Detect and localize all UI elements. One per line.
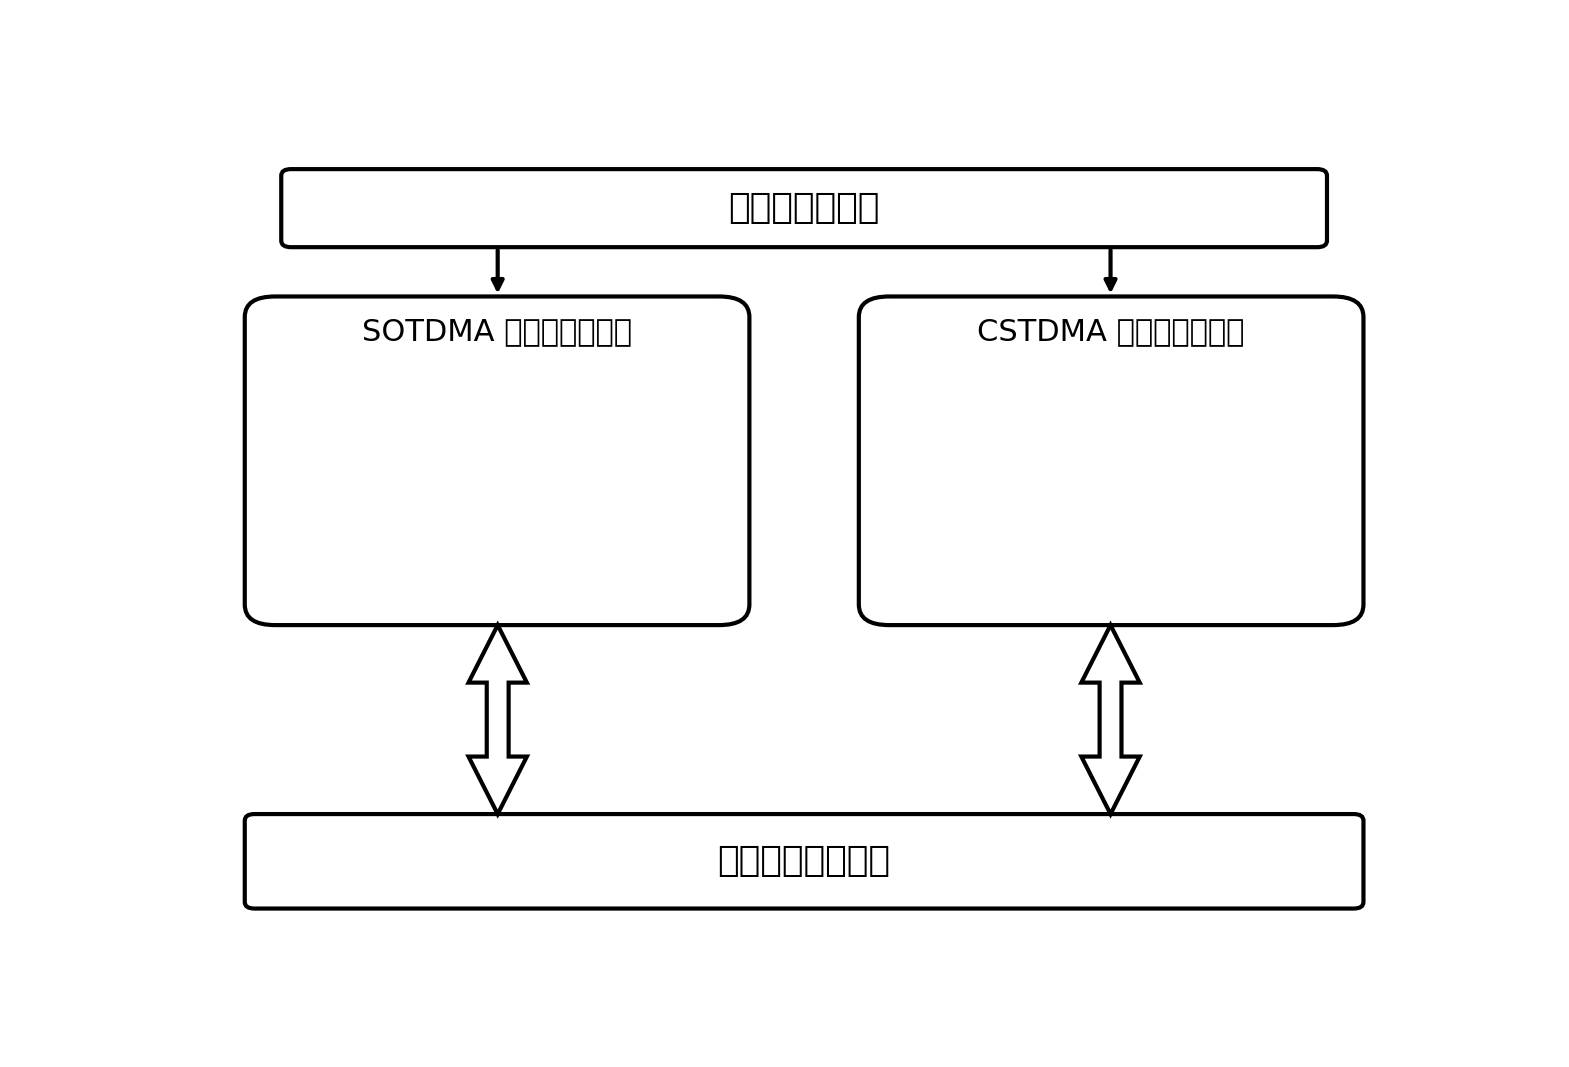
Text: CSTDMA 接入制式协议栈: CSTDMA 接入制式协议栈 xyxy=(977,317,1244,346)
FancyBboxPatch shape xyxy=(858,297,1363,625)
Text: 协议栈制式控制: 协议栈制式控制 xyxy=(728,191,880,225)
FancyBboxPatch shape xyxy=(281,169,1327,248)
Text: 底层驱动和看门狗: 底层驱动和看门狗 xyxy=(717,844,891,878)
Text: SOTDMA 接入制式协议栈: SOTDMA 接入制式协议栈 xyxy=(362,317,632,346)
FancyBboxPatch shape xyxy=(245,297,750,625)
Polygon shape xyxy=(469,625,527,814)
Polygon shape xyxy=(1081,625,1139,814)
FancyBboxPatch shape xyxy=(245,814,1363,909)
